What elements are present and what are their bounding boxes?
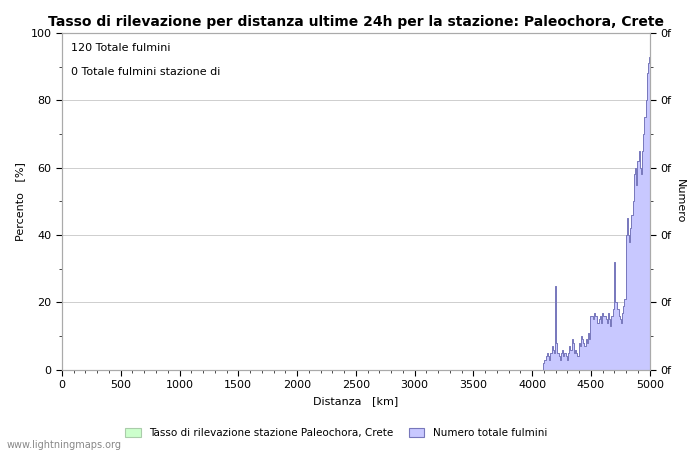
Title: Tasso di rilevazione per distanza ultime 24h per la stazione: Paleochora, Crete: Tasso di rilevazione per distanza ultime…: [48, 15, 664, 29]
Text: 120 Totale fulmini: 120 Totale fulmini: [71, 43, 170, 53]
X-axis label: Distanza   [km]: Distanza [km]: [313, 396, 398, 406]
Y-axis label: Percento   [%]: Percento [%]: [15, 162, 25, 241]
Text: 0 Totale fulmini stazione di: 0 Totale fulmini stazione di: [71, 67, 220, 76]
Y-axis label: Numero: Numero: [675, 179, 685, 224]
Text: www.lightningmaps.org: www.lightningmaps.org: [7, 440, 122, 450]
Legend: Tasso di rilevazione stazione Paleochora, Crete, Numero totale fulmini: Tasso di rilevazione stazione Paleochora…: [120, 424, 552, 442]
